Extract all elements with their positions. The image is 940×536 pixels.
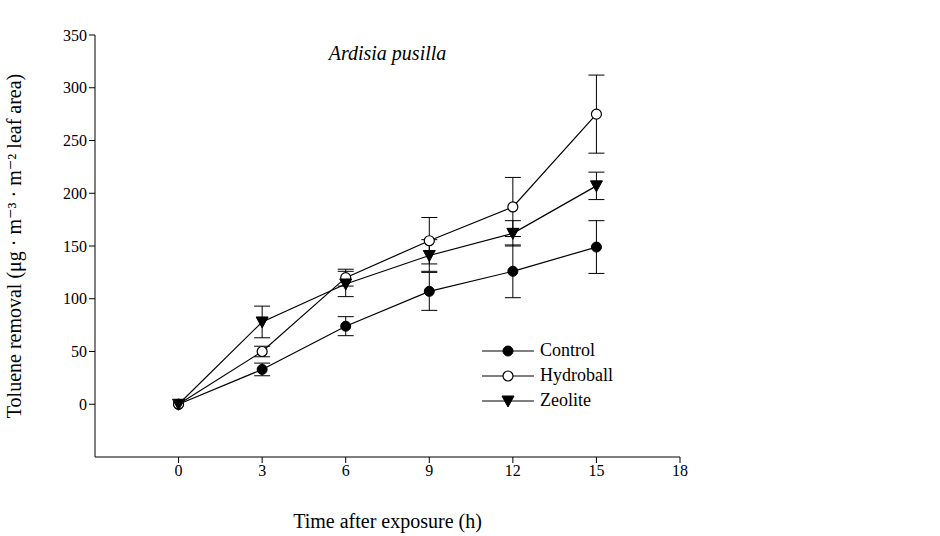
svg-text:150: 150 <box>63 238 87 255</box>
html-text:Ardisia pusilla: Ardisia pusilla <box>328 42 447 64</box>
html-text:Control: Control <box>540 340 595 360</box>
svg-text:300: 300 <box>63 79 87 96</box>
html-text:Zeolite: Zeolite <box>540 390 591 410</box>
svg-text:200: 200 <box>63 185 87 202</box>
svg-text:3: 3 <box>258 462 266 479</box>
svg-text:9: 9 <box>425 462 433 479</box>
svg-text:12: 12 <box>505 462 521 479</box>
svg-text:50: 50 <box>71 343 87 360</box>
svg-text:Time after exposure (h): Time after exposure (h) <box>293 510 482 533</box>
svg-text:100: 100 <box>63 290 87 307</box>
svg-text:250: 250 <box>63 132 87 149</box>
svg-text:0: 0 <box>175 462 183 479</box>
svg-text:18: 18 <box>672 462 688 479</box>
svg-text:6: 6 <box>342 462 350 479</box>
svg-text:15: 15 <box>588 462 604 479</box>
svg-text:Toluene removal (μg · m⁻³ · m⁻: Toluene removal (μg · m⁻³ · m⁻² leaf are… <box>8 74 26 419</box>
svg-text:350: 350 <box>63 27 87 44</box>
html-text:Hydroball: Hydroball <box>540 365 613 385</box>
svg-text:0: 0 <box>79 396 87 413</box>
